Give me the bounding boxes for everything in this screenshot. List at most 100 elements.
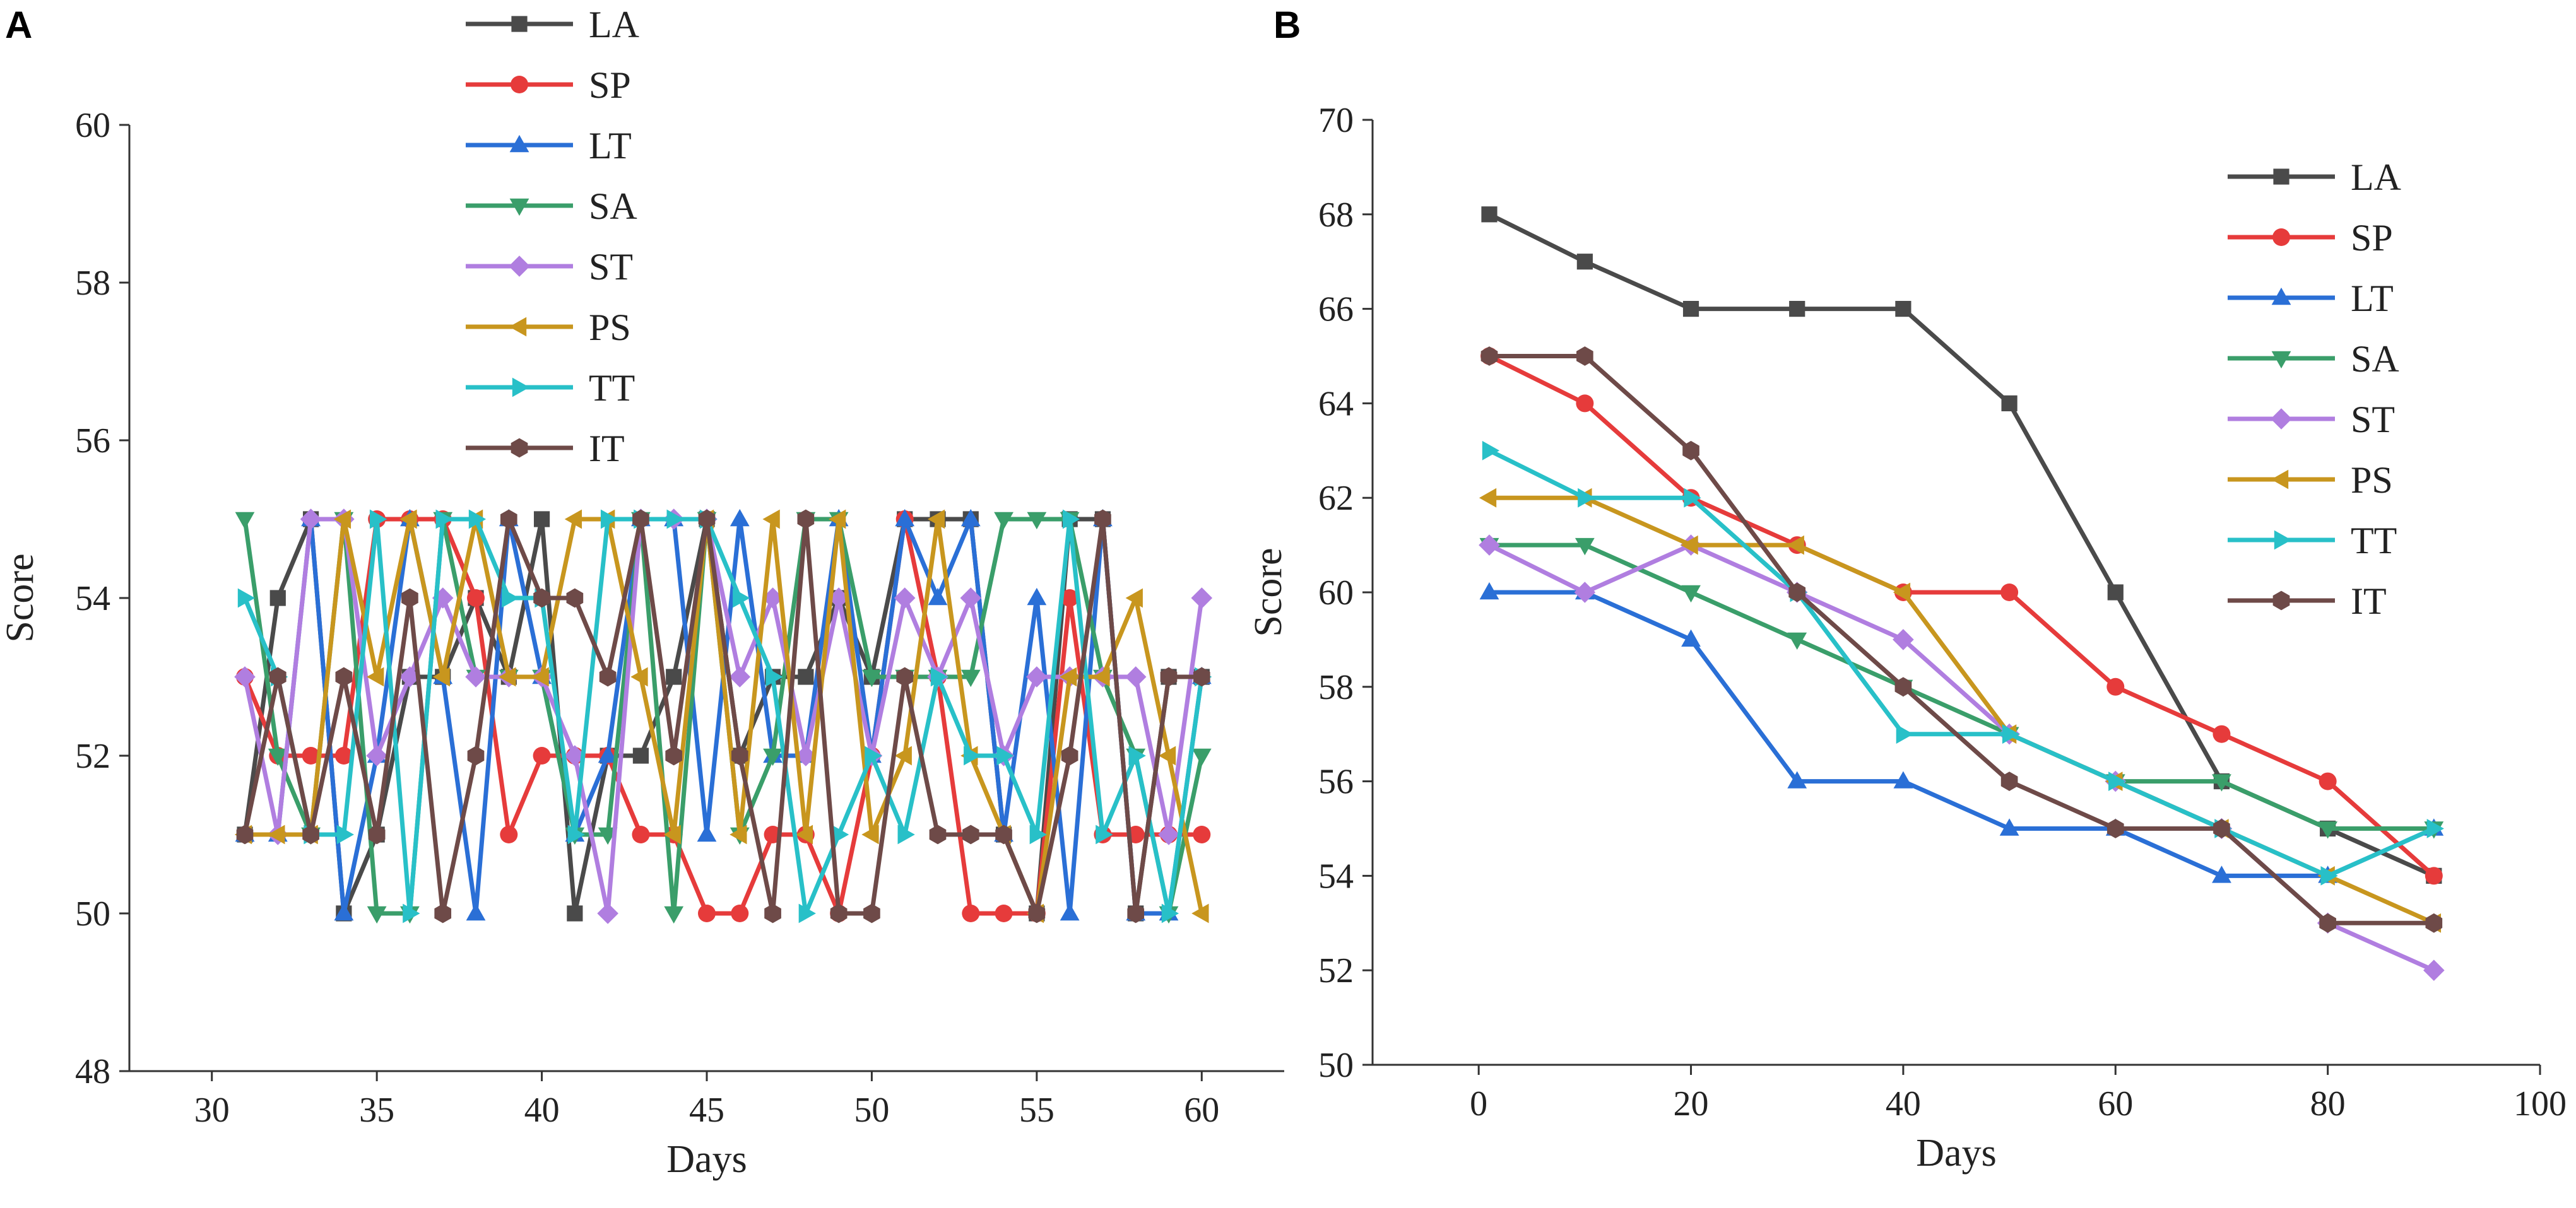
data-point-lt	[1479, 582, 1499, 600]
data-point-lt	[1787, 771, 1807, 789]
data-point-st	[1125, 666, 1147, 688]
data-point-ps	[894, 746, 912, 766]
data-point-ps	[432, 667, 450, 687]
data-point-ps	[268, 824, 285, 845]
legend-item-st: ST	[466, 246, 633, 288]
data-point-sa	[1575, 537, 1595, 556]
data-point-tt	[1128, 746, 1146, 766]
y-tick-label: 52	[75, 737, 110, 776]
data-point-lt	[1027, 587, 1047, 606]
data-point-ps	[367, 667, 384, 687]
legend-marker-sa	[2271, 351, 2291, 369]
x-axis-label: Days	[666, 1138, 747, 1181]
data-point-tt	[865, 746, 882, 766]
data-point-ps	[399, 509, 417, 529]
data-point-it	[599, 667, 617, 687]
data-point-sp	[1193, 826, 1211, 843]
data-point-ps	[762, 509, 780, 529]
data-point-tt	[468, 509, 487, 529]
y-tick-label: 54	[1318, 857, 1354, 896]
legend-item-la: LA	[466, 4, 639, 45]
data-point-it	[368, 824, 386, 845]
legend-label: LT	[2351, 278, 2394, 319]
data-point-ps	[1125, 588, 1143, 608]
data-point-st	[300, 508, 322, 530]
data-point-sp	[334, 747, 353, 765]
data-point-st	[960, 587, 982, 609]
data-point-st	[1191, 587, 1213, 609]
data-point-tt	[1161, 903, 1179, 924]
data-point-it	[929, 824, 947, 845]
data-point-it	[1061, 746, 1078, 766]
legend-label: TT	[589, 367, 635, 409]
legend-marker-it	[2272, 590, 2290, 611]
data-point-sa	[763, 748, 783, 766]
data-point-sp	[2000, 583, 2019, 601]
data-point-tt	[600, 509, 618, 529]
data-point-sp	[2319, 772, 2337, 790]
x-tick-label: 35	[359, 1091, 394, 1130]
data-point-it	[2319, 913, 2336, 933]
data-point-st	[1893, 629, 1914, 650]
x-tick-label: 100	[2514, 1084, 2567, 1123]
data-point-tt	[798, 903, 816, 924]
data-point-it	[335, 667, 353, 687]
data-point-sa	[235, 512, 255, 530]
data-point-tt	[369, 509, 387, 529]
data-point-it	[467, 746, 485, 766]
legend-marker-sp	[511, 76, 528, 93]
data-point-st	[366, 745, 387, 766]
data-point-it	[863, 903, 880, 924]
data-point-st	[1158, 824, 1179, 845]
legend-label: SA	[589, 185, 637, 227]
series-line-la	[1488, 212, 2435, 878]
legend-label: PS	[589, 307, 631, 348]
data-point-sa	[664, 906, 684, 924]
legend-marker-la	[2273, 168, 2289, 185]
data-point-tt	[435, 509, 453, 529]
data-point-ps	[1893, 582, 1911, 602]
data-point-lt	[928, 587, 948, 606]
series-it	[236, 509, 1210, 924]
data-point-tt	[666, 509, 684, 529]
data-point-ps	[1092, 667, 1110, 687]
y-tick-label: 58	[75, 264, 110, 303]
data-point-ps	[1787, 535, 1804, 555]
data-point-it	[1028, 903, 1046, 924]
data-point-it	[434, 903, 452, 924]
legend-item-sa: SA	[466, 185, 637, 227]
data-point-it	[1193, 667, 1210, 687]
legend-marker-st	[2271, 408, 2292, 430]
x-tick-label: 20	[1674, 1084, 1709, 1123]
y-tick-label: 52	[1318, 951, 1354, 990]
data-point-st	[795, 745, 817, 766]
data-point-it	[2425, 913, 2443, 933]
data-point-tt	[733, 588, 750, 608]
x-tick-label: 60	[2098, 1084, 2133, 1123]
legend-item-st: ST	[2228, 399, 2395, 440]
data-point-st	[399, 666, 421, 688]
data-point-sa	[268, 748, 288, 766]
legend-item-sp: SP	[466, 64, 631, 106]
legend: LA SP LT SA ST PS TT IT	[466, 4, 639, 469]
data-point-ps	[861, 824, 879, 845]
legend-item-it: IT	[466, 428, 625, 469]
legend-item-tt: TT	[466, 367, 635, 409]
data-point-st	[564, 745, 586, 766]
data-point-la	[632, 748, 649, 764]
data-point-lt	[334, 903, 354, 921]
data-point-sa	[1191, 748, 1212, 766]
legend-marker-st	[509, 255, 530, 277]
series-it	[1480, 346, 2443, 933]
data-point-ps	[531, 667, 549, 687]
data-point-ps	[1158, 746, 1176, 766]
data-point-sp	[1576, 394, 1594, 413]
data-point-lt	[1681, 629, 1701, 647]
data-point-lt	[598, 745, 618, 763]
legend-marker-sp	[2272, 228, 2290, 246]
x-tick-label: 60	[1184, 1091, 1219, 1130]
data-point-la	[567, 905, 583, 922]
data-point-la	[2107, 584, 2124, 601]
data-point-it	[731, 746, 748, 766]
data-point-st	[234, 666, 256, 688]
